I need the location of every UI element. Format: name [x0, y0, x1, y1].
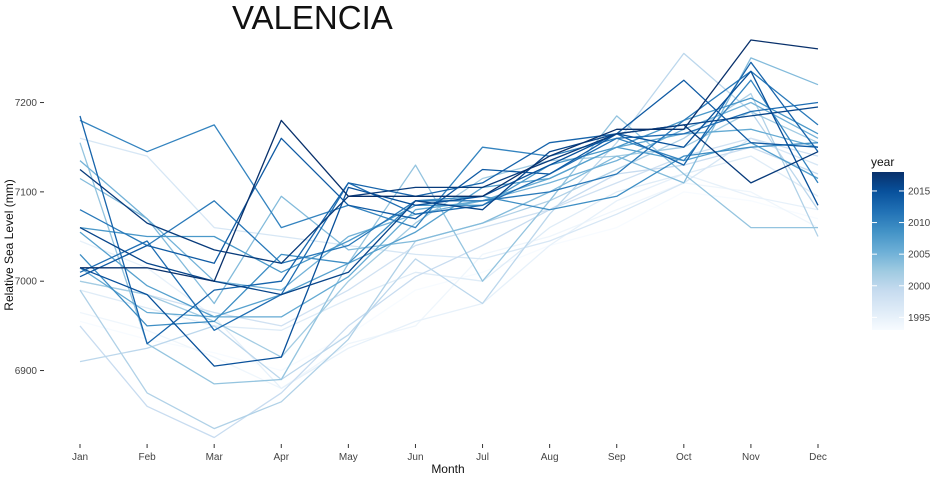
series-line-2013 [79, 61, 819, 345]
series-line-2014 [79, 79, 819, 278]
legend-tick-label: 1995 [908, 313, 931, 324]
legend: year 1995 2000 2005 2010 2015 [871, 155, 931, 330]
series-line-2009 [79, 142, 819, 327]
x-tick-label: Jan [72, 452, 88, 463]
series-line-2017 [79, 124, 819, 264]
x-tick-label: Nov [742, 452, 760, 463]
series-line-2018 [80, 39, 819, 282]
colorbar [872, 172, 904, 330]
series-line-2003 [79, 115, 818, 385]
series-line-1996 [79, 155, 819, 331]
x-tick-label: Feb [138, 452, 156, 463]
series-line-1998 [79, 137, 819, 327]
x-tick-label: Jul [476, 452, 489, 463]
x-tick-label: Dec [809, 452, 827, 463]
legend-tick-label: 2015 [908, 186, 931, 197]
y-tick-label: 7100 [15, 187, 38, 198]
series-line-2000 [79, 52, 819, 381]
x-tick-label: Oct [676, 452, 692, 463]
legend-title: year [871, 155, 894, 169]
series-line-2004 [79, 57, 819, 305]
series-line-2008 [79, 97, 819, 273]
series-line-1999 [79, 146, 819, 439]
chart-title: VALENCIA [232, 0, 393, 36]
y-tick-label: 7200 [15, 98, 38, 109]
series-line-2016 [79, 106, 819, 296]
legend-tick-label: 2000 [908, 281, 931, 292]
y-tick-label: 6900 [15, 366, 38, 377]
series-line-2012 [79, 101, 819, 331]
x-tick-label: Apr [273, 452, 289, 463]
legend-tick-label: 2005 [908, 250, 931, 261]
series-lines [79, 39, 819, 439]
y-tick-label: 7000 [15, 277, 38, 288]
y-axis: 6900 7000 7100 7200 [15, 98, 44, 377]
series-line-2015 [79, 70, 819, 367]
series-line-1997 [79, 137, 819, 260]
series-line-1994 [79, 182, 819, 390]
x-tick-label: Aug [541, 452, 559, 463]
series-line-1995 [79, 173, 819, 390]
x-axis-title: Month [431, 462, 464, 476]
x-tick-label: May [339, 452, 358, 463]
x-tick-label: Mar [206, 452, 224, 463]
x-tick-label: Sep [608, 452, 626, 463]
x-tick-label: Jun [407, 452, 423, 463]
legend-ticks: 1995 2000 2005 2010 2015 [872, 186, 931, 324]
series-line-2005 [79, 101, 819, 291]
legend-tick-label: 2010 [908, 218, 931, 229]
x-axis: Jan Feb Mar Apr May Jun Jul Aug Sep Oct Nov Dec [72, 444, 827, 463]
y-axis-title: Relative Sea Level (mm) [2, 179, 16, 310]
